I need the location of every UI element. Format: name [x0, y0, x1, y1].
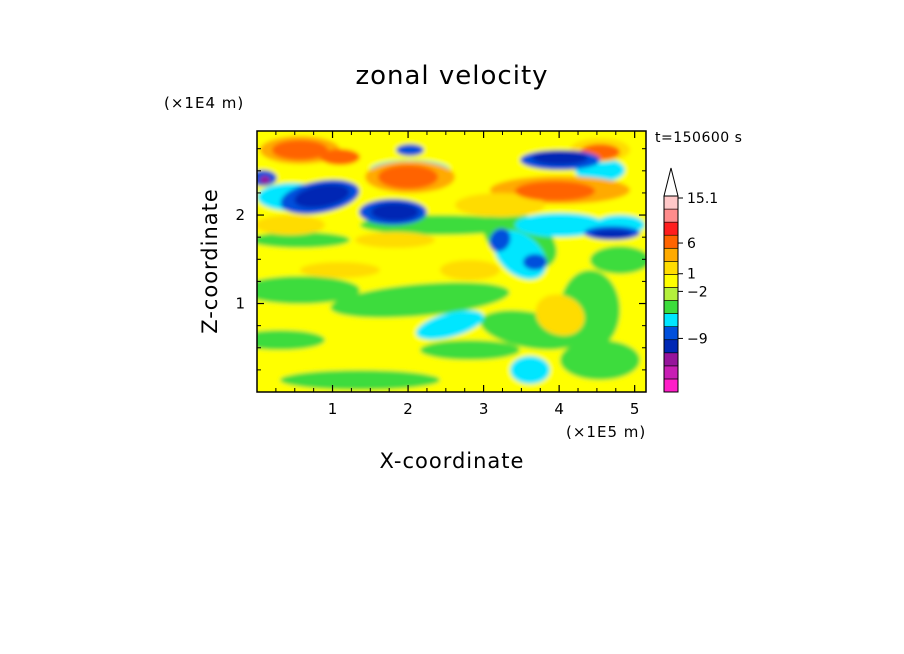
colorbar-label: −9	[687, 331, 708, 347]
contour-region	[355, 232, 435, 248]
x-tick-label: 1	[328, 400, 338, 418]
x-tick-label: 3	[479, 400, 489, 418]
contour-region	[378, 165, 438, 189]
colorbar-swatch	[663, 352, 679, 367]
contour-region	[396, 144, 424, 156]
chart-title: zonal velocity	[355, 61, 548, 91]
x-tick-label: 2	[403, 400, 413, 418]
colorbar-swatch	[663, 300, 679, 314]
contour-region	[272, 140, 328, 160]
y-tick-label: 2	[235, 206, 245, 224]
contour-region	[535, 294, 585, 336]
plot-frame	[256, 130, 647, 393]
contour-region	[489, 228, 511, 252]
y-tick-label: 1	[235, 295, 245, 313]
contour-region	[510, 356, 550, 384]
colorbar-swatch	[663, 208, 679, 223]
contour-region	[257, 330, 325, 350]
colorbar-swatch	[663, 326, 679, 341]
contour-region	[590, 246, 646, 274]
y-unit-label: (×1E4 m)	[164, 94, 244, 112]
contour-region	[330, 282, 510, 318]
colorbar-extend-max	[663, 167, 679, 197]
contour-region	[440, 260, 500, 280]
colorbar-frame	[663, 195, 679, 393]
contour-region	[532, 151, 588, 165]
colorbar-swatch	[663, 261, 679, 275]
colorbar-swatch	[663, 339, 679, 354]
contour-region	[515, 213, 605, 237]
colorbar: 15.1 6 1−2 −9	[663, 167, 718, 393]
contour-fill	[257, 131, 646, 392]
contour-region	[300, 262, 380, 278]
contour-region	[416, 310, 484, 340]
contour-region	[320, 149, 360, 165]
x-axis: 1 2 3 4 5	[275, 131, 640, 418]
x-axis-label: X-coordinate	[380, 449, 525, 473]
colorbar-swatch	[663, 221, 679, 236]
x-tick-label: 4	[554, 400, 564, 418]
contour-region	[257, 232, 350, 248]
colorbar-swatch	[663, 247, 679, 262]
contour-region	[523, 254, 547, 270]
colorbar-swatch	[663, 274, 679, 288]
colorbar-swatch	[663, 365, 679, 380]
colorbar-swatch	[663, 378, 679, 393]
contour-region	[257, 215, 325, 235]
colorbar-label: 1	[687, 267, 696, 283]
contour-region	[560, 340, 640, 380]
contour-region	[257, 276, 360, 304]
colorbar-label: 15.1	[687, 191, 718, 207]
y-axis: 12	[235, 148, 646, 371]
plot-area	[257, 131, 646, 392]
colorbar-swatch	[663, 287, 679, 301]
colorbar-label: 6	[687, 236, 696, 252]
contour-region	[260, 176, 270, 184]
x-unit-label: (×1E5 m)	[566, 423, 646, 441]
contour-region	[455, 193, 545, 217]
contour-region	[515, 181, 595, 201]
y-axis-label: Z-coordinate	[198, 188, 222, 334]
contour-region	[420, 340, 520, 360]
time-label: t=150600 s	[655, 130, 742, 146]
colorbar-swatch	[663, 313, 679, 327]
colorbar-label: −2	[687, 284, 708, 300]
contour-region	[592, 230, 632, 238]
contour-region	[294, 184, 350, 208]
contour-region	[280, 370, 440, 390]
contour-region	[371, 203, 419, 221]
colorbar-swatch	[663, 234, 679, 249]
x-tick-label: 5	[630, 400, 640, 418]
colorbar-swatch	[663, 195, 679, 210]
